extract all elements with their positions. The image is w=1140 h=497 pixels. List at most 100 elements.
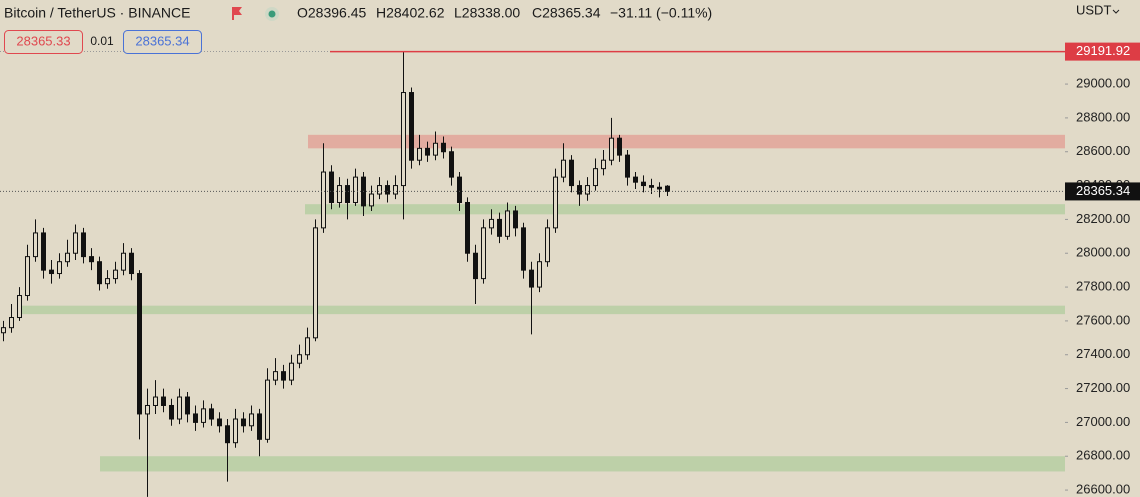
- ohlc-open: O28396.45: [297, 5, 366, 21]
- y-tick-label: 26800.00: [1076, 448, 1130, 463]
- candle-body: [633, 176, 638, 183]
- candle-body: [337, 185, 342, 203]
- candle-body: [89, 256, 94, 263]
- symbol-title[interactable]: Bitcoin / TetherUS · BINANCE: [4, 5, 190, 21]
- candle-body: [401, 92, 406, 187]
- y-tick-label: 27400.00: [1076, 346, 1130, 361]
- flag-icon[interactable]: [232, 7, 242, 20]
- candle-body: [585, 185, 590, 195]
- candle-body: [121, 252, 126, 271]
- buy-button[interactable]: [123, 30, 202, 54]
- candle-body: [113, 269, 118, 280]
- candle-body: [425, 147, 430, 156]
- candle-body: [537, 261, 542, 288]
- y-tick-label: 28600.00: [1076, 143, 1130, 158]
- candle-body: [409, 92, 414, 161]
- candle-body: [257, 413, 262, 440]
- y-tick-label: 27800.00: [1076, 279, 1130, 294]
- candle-body: [433, 142, 438, 156]
- candle-body: [657, 186, 662, 190]
- candle-body: [33, 232, 38, 258]
- candle-body: [441, 142, 446, 153]
- alert-label-bg: [1065, 42, 1140, 61]
- candle-body: [177, 396, 182, 420]
- ohlc-close: C28365.34: [532, 5, 601, 21]
- candle-body: [329, 171, 334, 203]
- candle-body: [465, 201, 470, 254]
- candle-body: [249, 413, 254, 427]
- candle-body: [57, 261, 62, 275]
- candle-body: [297, 354, 302, 364]
- candle-body: [529, 269, 534, 288]
- candle-body: [41, 232, 46, 271]
- candle-body: [609, 137, 614, 161]
- alert-label: 29191.92: [1076, 43, 1130, 58]
- buy-price[interactable]: 28365.34: [135, 33, 189, 48]
- candle-body: [457, 176, 462, 203]
- sell-button[interactable]: [4, 30, 83, 54]
- candle-body: [73, 232, 78, 254]
- candle-body: [185, 396, 190, 415]
- candle-body: [601, 159, 606, 170]
- candle-body: [473, 252, 478, 280]
- candle-body: [169, 404, 174, 420]
- y-tick-label: 26600.00: [1076, 482, 1130, 497]
- candle-body: [153, 396, 158, 406]
- ohlc-change: −31.11 (−0.11%): [610, 5, 712, 21]
- candle-body: [81, 232, 86, 258]
- candle-body: [345, 185, 350, 203]
- candle-body: [377, 185, 382, 195]
- candle-body: [137, 273, 142, 415]
- candle-body: [25, 256, 30, 297]
- candle-body: [217, 418, 222, 427]
- candle-body: [9, 317, 14, 329]
- y-tick-label: 28800.00: [1076, 109, 1130, 124]
- currency-selector[interactable]: USDT: [1076, 2, 1111, 17]
- candle-body: [449, 151, 454, 178]
- zone: [100, 456, 1065, 472]
- last-price-label-bg: [1065, 182, 1140, 201]
- candle-body: [553, 176, 558, 229]
- zone: [305, 204, 1065, 215]
- candle-body: [321, 171, 326, 229]
- candle-body: [641, 181, 646, 187]
- candle-body: [305, 337, 310, 356]
- y-tick-label: 28200.00: [1076, 211, 1130, 226]
- ohlc-high: H28402.62: [376, 5, 445, 21]
- candle-body: [489, 218, 494, 229]
- candle-body: [1, 327, 6, 334]
- candle-body: [353, 176, 358, 203]
- y-tick-label: 27600.00: [1076, 312, 1130, 327]
- candle-body: [97, 261, 102, 285]
- candle-body: [313, 227, 318, 339]
- plot-area: [1, 51, 1065, 497]
- candle-body: [545, 227, 550, 263]
- candle-body: [521, 227, 526, 271]
- sell-price[interactable]: 28365.33: [16, 33, 70, 48]
- candle-body: [513, 210, 518, 229]
- currency-caret[interactable]: [1112, 9, 1120, 14]
- candle-body: [201, 408, 206, 423]
- y-tick-label: 28000.00: [1076, 245, 1130, 260]
- candle-body: [225, 425, 230, 444]
- candle-body: [369, 193, 374, 207]
- candle-body: [577, 185, 582, 195]
- candle-body: [273, 371, 278, 381]
- candle-body: [505, 210, 510, 237]
- candle-body: [209, 408, 214, 420]
- candle-body: [289, 362, 294, 381]
- ohlc-low: L28338.00: [454, 5, 520, 21]
- candle-body: [617, 137, 622, 156]
- candle-body: [417, 147, 422, 161]
- candle-body: [265, 379, 270, 440]
- candle-body: [129, 252, 134, 275]
- candle-body: [593, 168, 598, 187]
- y-tick-label: 27200.00: [1076, 380, 1130, 395]
- candle-body: [649, 185, 654, 188]
- candle-body: [17, 295, 22, 319]
- candle-body: [161, 396, 166, 406]
- candle-body: [393, 185, 398, 195]
- candle-body: [233, 418, 238, 444]
